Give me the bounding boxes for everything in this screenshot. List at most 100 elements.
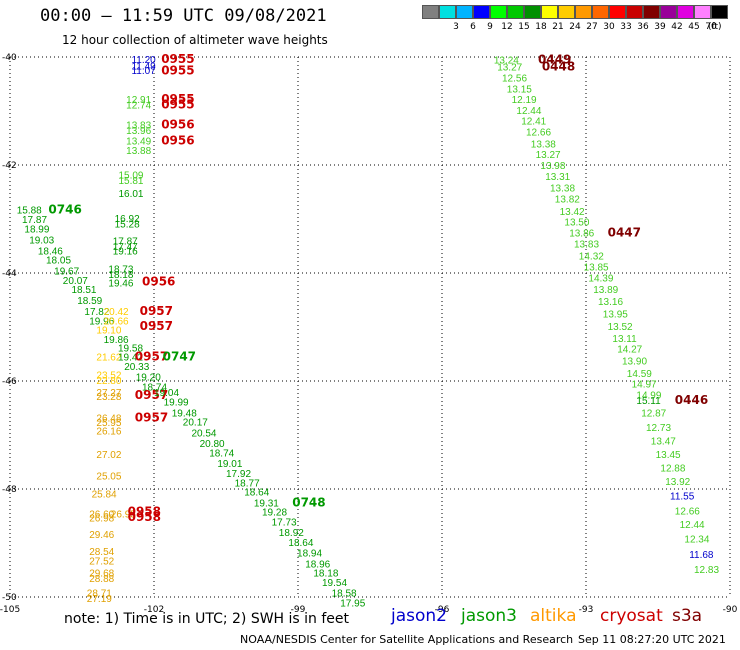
color-scale-swatch (490, 5, 507, 19)
wave-height-label: 13.82 (555, 194, 580, 205)
wave-height-label: 28.71 (87, 589, 112, 600)
pass-time-label: 0955 (161, 64, 194, 78)
wave-height-label: 11.68 (689, 550, 714, 561)
color-scale-swatch (473, 5, 490, 19)
wave-height-label: 12.34 (684, 535, 709, 546)
wave-height-label: 12.91 (126, 95, 151, 106)
y-tick-label: -46 (2, 377, 17, 387)
wave-height-label: 13.15 (507, 84, 532, 95)
wave-height-label: 18.59 (77, 296, 102, 307)
wave-height-label: 18.64 (244, 488, 269, 499)
wave-height-label: 13.24 (494, 56, 519, 67)
color-scale-label: 6 (470, 22, 476, 32)
wave-height-label: 18.99 (24, 225, 49, 236)
wave-height-label: 20.07 (63, 276, 88, 287)
wave-height-label: 25.95 (96, 418, 121, 429)
wave-height-label: 19.31 (254, 499, 279, 510)
x-tick-label: -99 (291, 605, 306, 615)
wave-height-label: 13.52 (608, 322, 633, 333)
wave-height-label: 13.38 (531, 139, 556, 150)
chart-subtitle: 12 hour collection of altimeter wave hei… (62, 33, 328, 47)
timestamp-text: Sep 11 08:27:20 UTC 2021 (578, 633, 726, 646)
wave-height-label: 12.56 (502, 74, 527, 85)
wave-height-label: 18.77 (235, 479, 260, 490)
wave-height-label: 11.49 (131, 62, 156, 73)
wave-height-label: 20.42 (104, 307, 129, 318)
y-tick-label: -50 (2, 593, 17, 603)
wave-height-label: 28.54 (89, 547, 114, 558)
color-scale-swatch (711, 5, 728, 19)
wave-height-label: 19.04 (154, 388, 179, 399)
wave-height-label: 14.97 (632, 380, 657, 391)
wave-height-label: 19.16 (113, 246, 138, 257)
wave-height-label: 18.74 (142, 382, 167, 393)
wave-height-label: 25.84 (92, 489, 117, 500)
color-scale-swatch (694, 5, 711, 19)
wave-height-label: 27.27 (96, 388, 121, 399)
wave-height-label: 18.74 (209, 448, 234, 459)
wave-height-label: 19.99 (164, 398, 189, 409)
color-scale-swatch (422, 5, 439, 19)
wave-height-label: 13.83 (126, 121, 151, 132)
x-tick-label: -102 (144, 605, 164, 615)
wave-height-label: 14.32 (579, 252, 604, 263)
color-scale-label: 33 (620, 22, 632, 32)
wave-height-label: 14.27 (617, 345, 642, 356)
wave-height-label: 26.95 (111, 509, 136, 520)
pass-time-label: 0955 (161, 92, 194, 106)
wave-height-label: 19.28 (262, 508, 287, 519)
wave-height-label: 16.01 (118, 189, 143, 200)
wave-height-label: 18.64 (288, 538, 313, 549)
wave-height-label: 18.73 (108, 265, 133, 276)
wave-height-label: 19.01 (217, 459, 242, 470)
pass-time-label: 0956 (142, 275, 175, 289)
wave-height-label: 11.20 (131, 55, 156, 66)
wave-height-label: 13.50 (564, 218, 589, 229)
wave-height-label: 23.28 (96, 392, 121, 403)
wave-height-label: 15.11 (636, 396, 661, 407)
wave-height-label: 19.10 (96, 326, 121, 337)
satellite-name-altika: altika (530, 606, 577, 626)
satellite-name-cryosat: cryosat (600, 606, 663, 626)
color-scale-swatch (592, 5, 609, 19)
y-tick-label: -42 (2, 161, 17, 171)
wave-height-label: 18.94 (297, 549, 322, 560)
wave-height-label: 18.46 (38, 246, 63, 257)
pass-time-label: 0957 (140, 304, 173, 318)
wave-height-label: 12.19 (512, 95, 537, 106)
wave-height-label: 19.20 (136, 373, 161, 384)
pass-time-label: 0746 (48, 202, 81, 216)
wave-height-label: 13.45 (656, 450, 681, 461)
wave-height-label: 20.66 (104, 317, 129, 328)
wave-height-label: 27.52 (89, 556, 114, 567)
wave-height-label: 18.92 (279, 528, 304, 539)
wave-height-label: 15.88 (17, 205, 42, 216)
wave-height-label: 18.51 (71, 285, 96, 296)
color-scale-label: 30 (603, 22, 615, 32)
wave-height-label: 17.92 (226, 469, 251, 480)
color-scale-label: 12 (501, 22, 513, 32)
wave-height-label: 25.05 (96, 472, 121, 483)
wave-height-label: 12.44 (516, 106, 541, 117)
pass-time-label: 0957 (135, 388, 168, 402)
color-scale-label: 21 (552, 22, 564, 32)
y-tick-label: -44 (2, 269, 17, 279)
color-scale-swatch (609, 5, 626, 19)
wave-height-label: 20.54 (191, 428, 216, 439)
pass-time-label: 0957 (135, 350, 168, 364)
wave-height-label: 20.33 (124, 362, 149, 373)
wave-height-label: 26.60 (89, 509, 114, 520)
wave-height-label: 28.88 (89, 574, 114, 585)
wave-height-label: 22.80 (96, 376, 121, 387)
wave-height-label: 18.58 (332, 589, 357, 600)
wave-height-label: 19.86 (104, 335, 129, 346)
color-scale-label: 24 (569, 22, 581, 32)
wave-height-label: 15.81 (118, 176, 143, 187)
wave-height-label: 13.92 (665, 477, 690, 488)
wave-height-label: 12.41 (521, 117, 546, 128)
pass-time-label: 0748 (292, 496, 325, 510)
color-scale-label: 15 (518, 22, 530, 32)
wave-height-label: 17.87 (22, 215, 47, 226)
wave-height-label: 15.09 (118, 171, 143, 182)
color-scale-swatch (558, 5, 575, 19)
